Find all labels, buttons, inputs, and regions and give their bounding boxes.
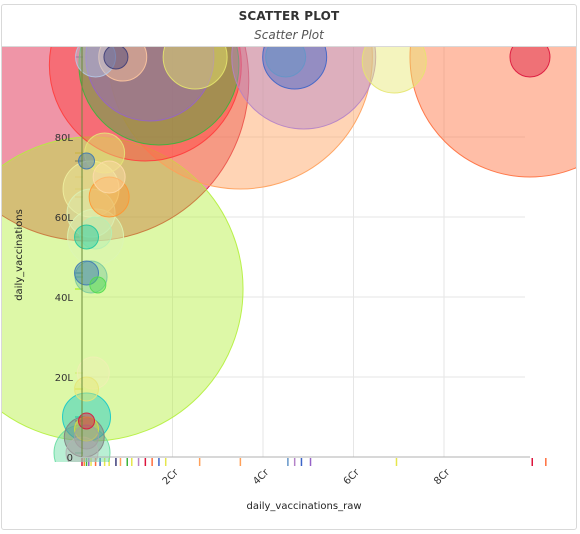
data-points xyxy=(2,47,576,462)
data-point xyxy=(48,47,242,162)
data-point xyxy=(89,276,107,294)
data-point xyxy=(361,47,427,94)
y-axis-title: daily_vaccinations xyxy=(14,209,25,301)
data-point xyxy=(262,47,328,90)
y-tick-label: 60L xyxy=(55,213,74,224)
data-point xyxy=(98,47,148,82)
data-point xyxy=(74,424,100,450)
data-point xyxy=(75,47,117,78)
data-point xyxy=(103,47,129,70)
data-point xyxy=(88,176,130,218)
data-point xyxy=(409,47,576,178)
axes xyxy=(81,47,530,458)
x-rug xyxy=(81,458,547,466)
data-point xyxy=(78,412,96,430)
y-tick-label: 0 xyxy=(67,453,73,464)
data-point xyxy=(78,47,240,146)
data-point xyxy=(162,47,228,90)
y-tick-label: 40L xyxy=(55,293,74,304)
x-tick-label: 6Cr xyxy=(342,467,363,488)
chart-subtitle: Scatter Plot xyxy=(254,28,324,42)
y-tick-label: 80L xyxy=(55,133,74,144)
x-tick-label: 4Cr xyxy=(251,467,272,488)
x-tick-label: 8Cr xyxy=(432,467,453,488)
panel-header: SCATTER PLOT Scatter Plot xyxy=(2,5,576,47)
chart-title: SCATTER PLOT xyxy=(238,9,340,23)
data-point xyxy=(76,356,110,390)
data-point xyxy=(78,152,96,170)
x-tick-label: 2Cr xyxy=(161,467,182,488)
y-tick-label: 20L xyxy=(55,373,74,384)
x-axis-title: daily_vaccinations_raw xyxy=(246,501,361,512)
data-point xyxy=(265,47,307,78)
data-point xyxy=(509,47,551,78)
data-point xyxy=(92,160,126,194)
data-point xyxy=(74,376,100,402)
data-point xyxy=(107,47,373,190)
data-point xyxy=(74,224,100,250)
data-point xyxy=(85,47,215,122)
